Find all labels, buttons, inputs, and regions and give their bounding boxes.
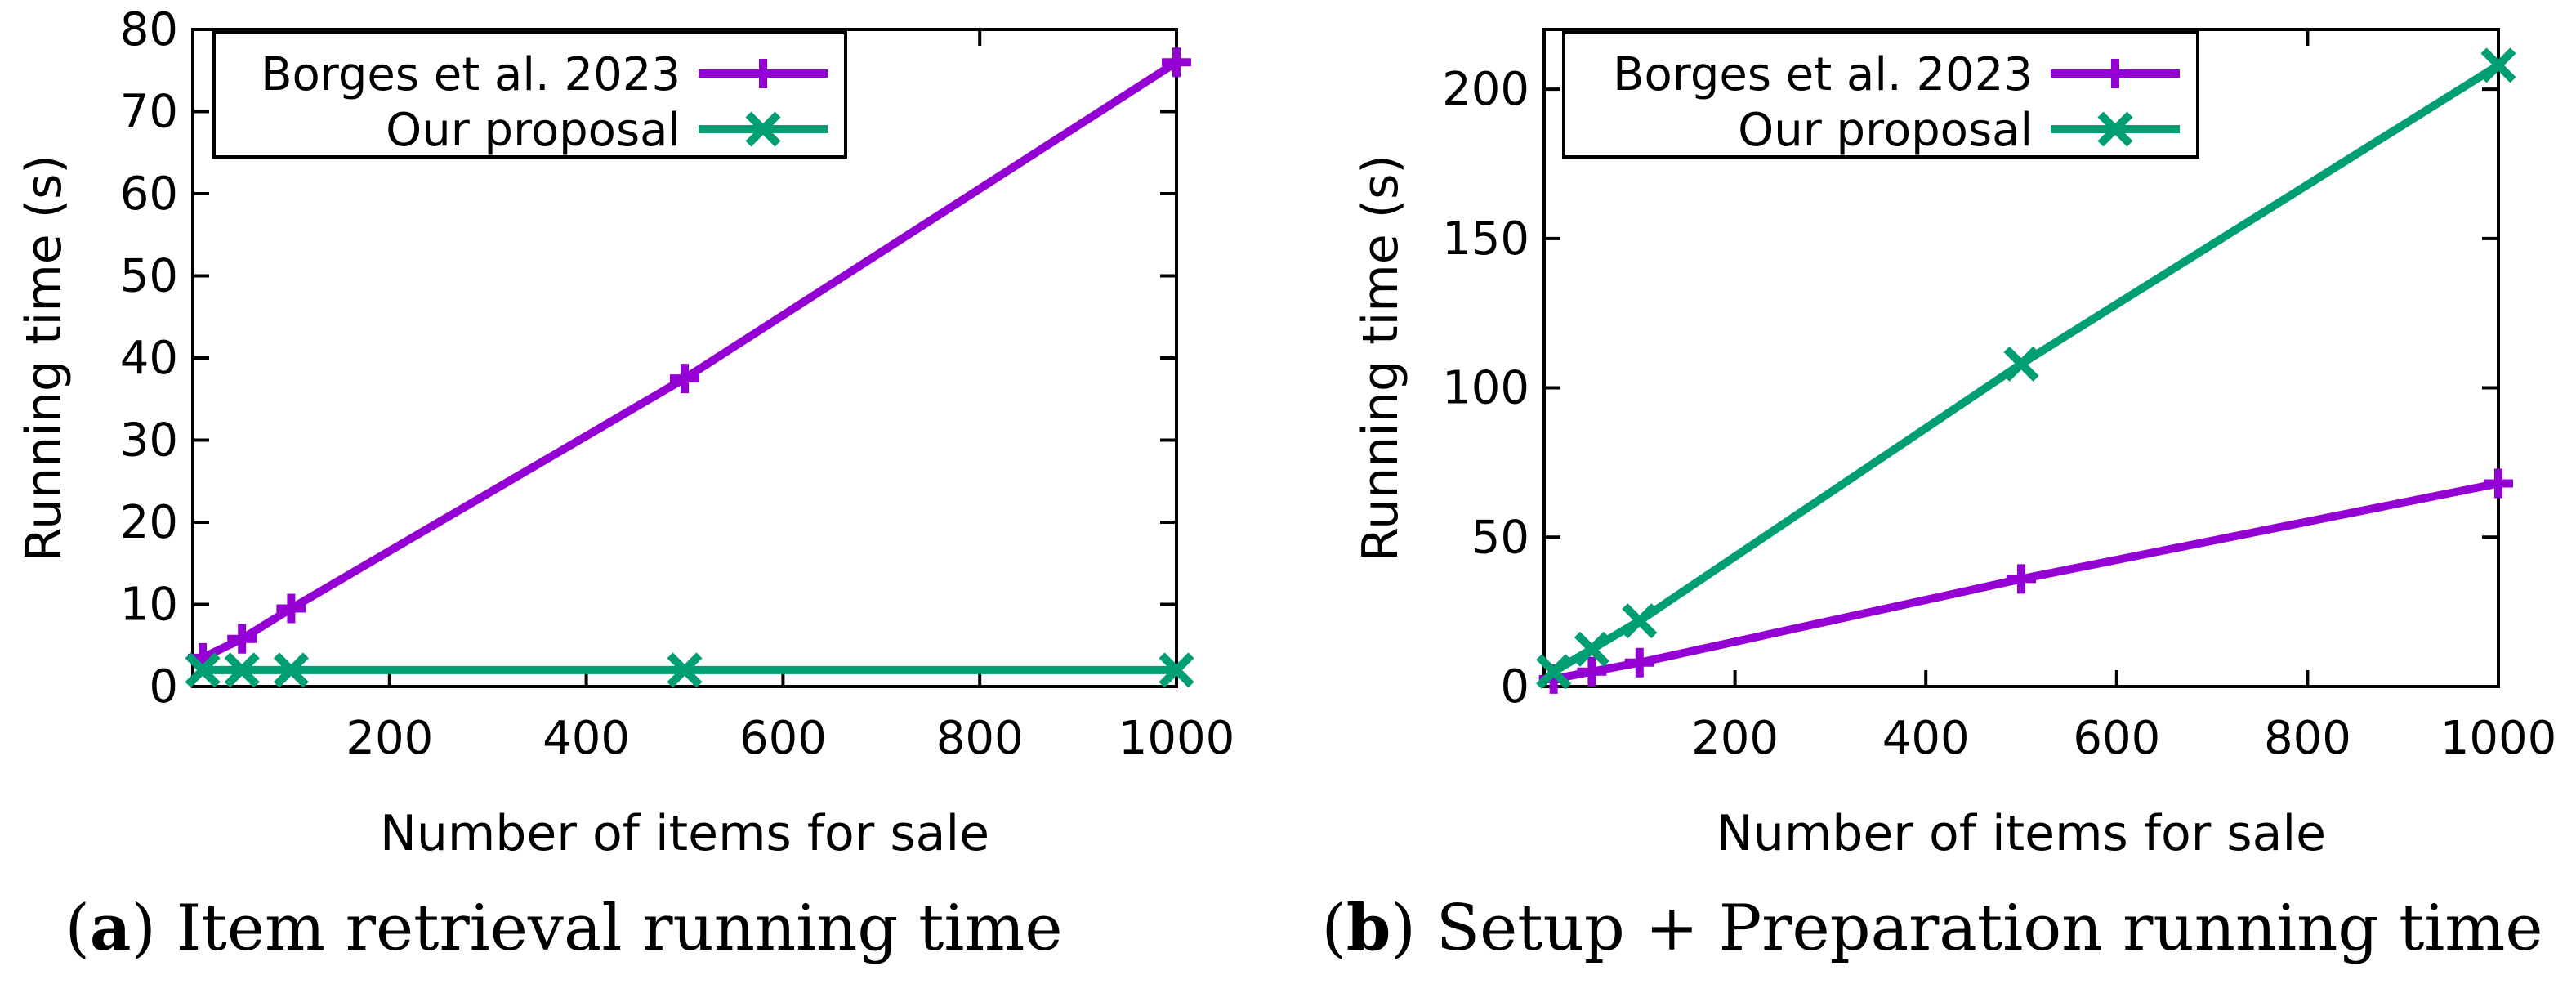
y-tick-label: 0 (149, 660, 178, 713)
data-point (1162, 47, 1191, 78)
data-point (667, 652, 703, 688)
data-point (2484, 468, 2513, 499)
y-tick-label: 70 (120, 86, 178, 139)
data-point (2003, 346, 2039, 382)
y-axis-label: Running time (s) (1352, 154, 1409, 561)
data-point (227, 624, 257, 654)
figure-caption: (b) Setup + Preparation running time (1321, 891, 2543, 965)
chart-panel-b: 0 50 100 150 200 200 400 600 800 1000 Number of it… (1321, 28, 2557, 965)
legend-box (1562, 31, 2199, 159)
y-tick-label: 10 (120, 579, 178, 632)
x-tick-label: 1000 (1118, 712, 1235, 765)
y-tick-label: 0 (1500, 660, 1529, 713)
legend-swatch-marker (2097, 111, 2133, 147)
data-point (1159, 652, 1194, 688)
legend-label: Borges et al. 2023 (1613, 48, 2033, 101)
caption-letter: a (90, 891, 132, 965)
data-point (670, 364, 699, 394)
data-point (273, 652, 309, 688)
y-tick-label: 30 (120, 414, 178, 467)
caption-open-paren: ( (65, 892, 89, 965)
data-point (1622, 603, 1658, 639)
legend-swatch-marker (745, 111, 781, 147)
x-tick-label: 200 (346, 712, 433, 765)
y-tick-label: 40 (120, 332, 178, 385)
y-tick-label: 50 (1471, 511, 1529, 564)
data-point (185, 652, 221, 688)
x-tick-label: 600 (2073, 712, 2160, 765)
x-tick-label: 800 (2264, 712, 2351, 765)
x-axis-label: Number of items for sale (380, 805, 989, 862)
x-tick-label: 400 (542, 712, 630, 765)
caption-text: Item retrieval running time (176, 892, 1063, 965)
caption-close-paren: ) (131, 892, 176, 965)
caption-open-paren: ( (1321, 892, 1346, 965)
chart-panel-a: 0 10 20 30 40 50 60 70 80 200 400 600 800 1000 Number … (16, 3, 1234, 965)
figure-caption: (a) Item retrieval running time (65, 891, 1062, 965)
y-tick-label: 150 (1442, 212, 1529, 266)
legend-label: Our proposal (386, 104, 681, 157)
legend-box (212, 31, 847, 159)
caption-letter: b (1346, 891, 1391, 965)
y-tick-label: 80 (120, 3, 178, 56)
legend-label: Our proposal (1738, 104, 2033, 157)
y-tick-label: 50 (120, 250, 178, 303)
y-tick-label: 100 (1442, 362, 1529, 415)
data-point (224, 652, 260, 688)
y-tick-label: 60 (120, 168, 178, 221)
data-point (1624, 647, 1654, 678)
data-point (276, 593, 306, 624)
data-point (1577, 656, 1607, 687)
legend-swatch-marker (748, 59, 778, 88)
data-point (1536, 654, 1572, 690)
y-axis-label: Running time (s) (16, 154, 73, 561)
x-tick-label: 400 (1882, 712, 1970, 765)
y-tick-label: 200 (1442, 63, 1529, 116)
data-point (2007, 564, 2036, 594)
legend-label: Borges et al. 2023 (261, 48, 681, 101)
plot-frame (1542, 28, 2500, 688)
caption-close-paren: ) (1391, 892, 1435, 965)
x-tick-label: 1000 (2440, 712, 2557, 765)
x-tick-label: 800 (936, 712, 1024, 765)
x-tick-label: 600 (739, 712, 827, 765)
data-point (2480, 47, 2516, 83)
legend-swatch-marker (2101, 59, 2130, 88)
caption-text: Setup + Preparation running time (1436, 892, 2543, 965)
data-point (1574, 631, 1609, 667)
x-tick-label: 200 (1691, 712, 1779, 765)
x-axis-label: Number of items for sale (1717, 805, 2326, 862)
y-tick-label: 20 (120, 496, 178, 549)
